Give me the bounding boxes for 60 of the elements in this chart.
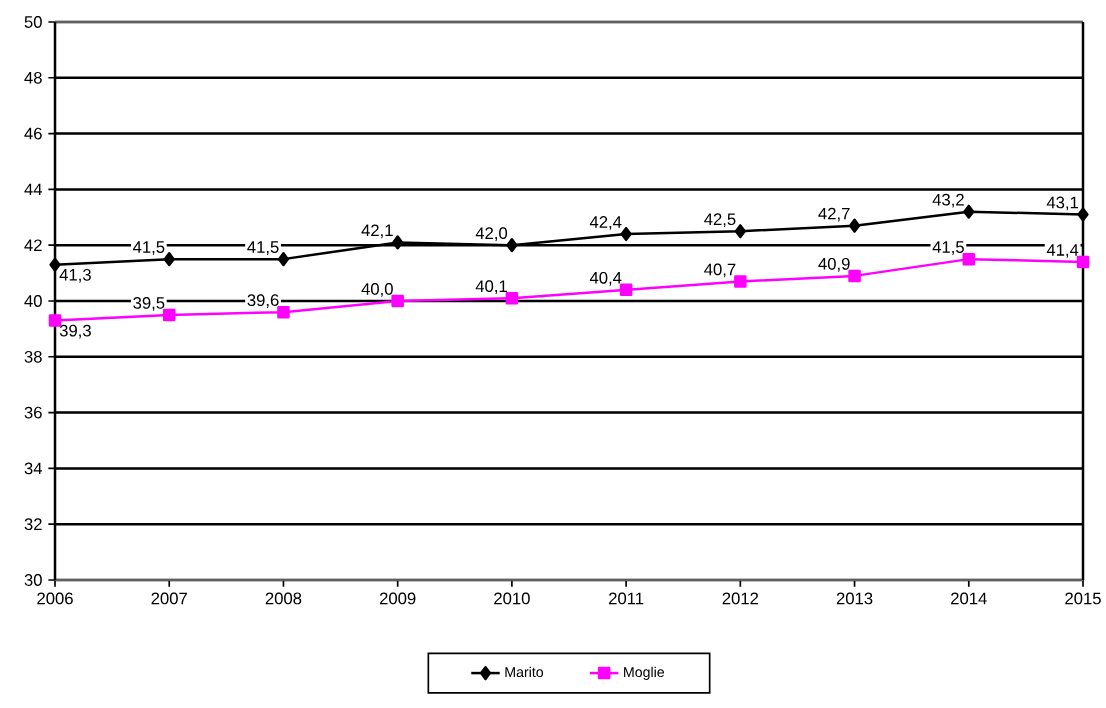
- y-tick-label: 40: [24, 295, 42, 307]
- data-label: 40,0: [361, 283, 393, 297]
- data-label: 40,7: [704, 263, 736, 278]
- y-tick-label: 34: [24, 462, 43, 475]
- x-tick-label: 2008: [265, 592, 302, 605]
- y-tick-label: 44: [24, 183, 43, 196]
- point: [734, 224, 746, 239]
- x-tick-label: 2010: [494, 592, 530, 605]
- data-label: 39,3: [59, 324, 91, 339]
- y-tick-label: 30: [24, 574, 42, 586]
- data-label: 42,1: [361, 224, 393, 239]
- data-label: 42,7: [818, 207, 850, 222]
- point: [163, 252, 175, 267]
- point: [620, 226, 632, 242]
- data-label: 41,3: [59, 268, 91, 283]
- data-label: 40,9: [818, 257, 850, 272]
- y-tick-label: 48: [24, 71, 42, 84]
- point: [277, 252, 290, 267]
- data-label: 40,4: [589, 271, 622, 286]
- point: [1077, 207, 1089, 222]
- x-tick-label: 2006: [37, 592, 73, 605]
- data-label: 42,5: [704, 213, 736, 228]
- x-tick-label: 2011: [609, 592, 644, 605]
- data-label: 42,4: [589, 216, 622, 230]
- point: [848, 269, 861, 283]
- point: [277, 305, 290, 319]
- x-tick-label: 2015: [1065, 592, 1101, 605]
- point: [392, 235, 404, 250]
- data-label: 43,1: [1046, 196, 1079, 211]
- y-tick-label: 42: [24, 239, 42, 252]
- point: [962, 252, 976, 266]
- data-label: 41,5: [133, 241, 165, 255]
- y-tick-label: 36: [24, 406, 42, 419]
- data-label: 40,1: [475, 280, 507, 295]
- data-label: 41,4: [1046, 244, 1079, 258]
- y-tick-label: 46: [24, 127, 42, 140]
- point: [734, 275, 747, 288]
- point: [49, 257, 61, 272]
- data-label: 41,5: [932, 241, 964, 255]
- point: [391, 294, 404, 308]
- data-label: 39,6: [247, 294, 279, 308]
- point: [48, 314, 62, 327]
- point: [506, 238, 518, 253]
- x-tick-label: 2009: [379, 592, 416, 605]
- x-tick-label: 2007: [151, 592, 187, 605]
- x-tick-label: 2014: [951, 592, 987, 605]
- data-label: 42,0: [475, 227, 508, 242]
- y-tick-label: 50: [24, 16, 42, 28]
- y-tick-label: 38: [24, 350, 42, 363]
- y-tick-label: 32: [24, 518, 42, 531]
- point: [963, 204, 975, 219]
- legend-label: Marito: [505, 666, 544, 678]
- data-label: 41,5: [247, 241, 279, 255]
- point: [848, 218, 861, 233]
- legend-label: Moglie: [624, 666, 665, 680]
- x-tick-label: 2012: [722, 592, 759, 605]
- x-tick-label: 2013: [836, 592, 873, 605]
- data-label: 39,5: [133, 297, 165, 311]
- data-label: 43,2: [932, 193, 964, 208]
- point: [505, 291, 519, 305]
